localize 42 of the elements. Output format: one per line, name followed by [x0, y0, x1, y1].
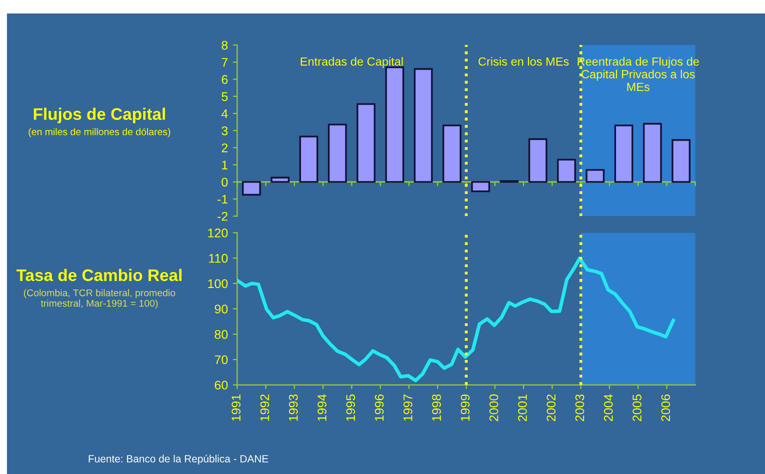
y-tick-label: 120	[208, 228, 228, 238]
x-tick-label: 2000	[489, 394, 498, 422]
x-tick-label: 2004	[604, 394, 613, 422]
x-tick-label: 1997	[403, 394, 412, 421]
annotation: Crisis en los MEs	[478, 57, 569, 66]
x-tick-label: 2001	[518, 394, 527, 422]
y-tick-label: 90	[214, 304, 228, 314]
x-tick-label: 1993	[288, 394, 298, 421]
y-tick-label: 3	[222, 126, 228, 136]
x-tick-label: 2006	[661, 394, 670, 422]
text: (en miles de millones de dólares)	[28, 128, 170, 138]
y-tick-label: 100	[208, 279, 228, 288]
x-tick-label: 1991	[232, 394, 241, 421]
y-tick-label: 1	[222, 160, 228, 170]
y-tick-label: 7	[222, 58, 228, 67]
y-tick-label: 2	[222, 144, 228, 152]
annotation: Entradas de Capital	[300, 57, 403, 68]
x-tick-label: 1998	[432, 394, 441, 421]
source-note: Fuente: Banco de la República - DANE	[88, 454, 268, 465]
y-axis-title: Tasa de Cambio Real	[16, 268, 182, 282]
x-tick-label: 1992	[260, 394, 270, 421]
y-tick-label: 60	[214, 380, 228, 390]
y-tick-label: 6	[222, 75, 228, 84]
x-tick-label: 1994	[318, 394, 326, 421]
x-tick-label: 1995	[346, 394, 356, 421]
text: (Colombia, TCR bilateral, promedio trimestral, Mar-1991 = 100)	[24, 289, 176, 309]
y-tick-label: 0	[222, 178, 228, 187]
y-tick-label: -1	[218, 194, 228, 204]
y-tick-label: 80	[214, 330, 228, 339]
x-tick-label: 2003	[575, 394, 584, 422]
y-tick-label: 110	[209, 254, 228, 263]
y-tick-label: 5	[222, 92, 228, 102]
y-tick-label: 4	[221, 109, 228, 118]
x-tick-label: 2002	[546, 394, 556, 422]
y-tick-label: -2	[218, 212, 228, 221]
y-tick-label: 8	[222, 40, 228, 50]
x-tick-label: 1996	[374, 394, 384, 421]
annotation: Reentrada de Flujos de Capital Privados a los MEs	[578, 57, 699, 92]
y-axis-title: Flujos de Capital	[34, 108, 165, 124]
x-tick-label: 1999	[460, 394, 470, 421]
y-tick-label: 70	[214, 355, 228, 364]
x-tick-label: 2005	[632, 394, 642, 422]
